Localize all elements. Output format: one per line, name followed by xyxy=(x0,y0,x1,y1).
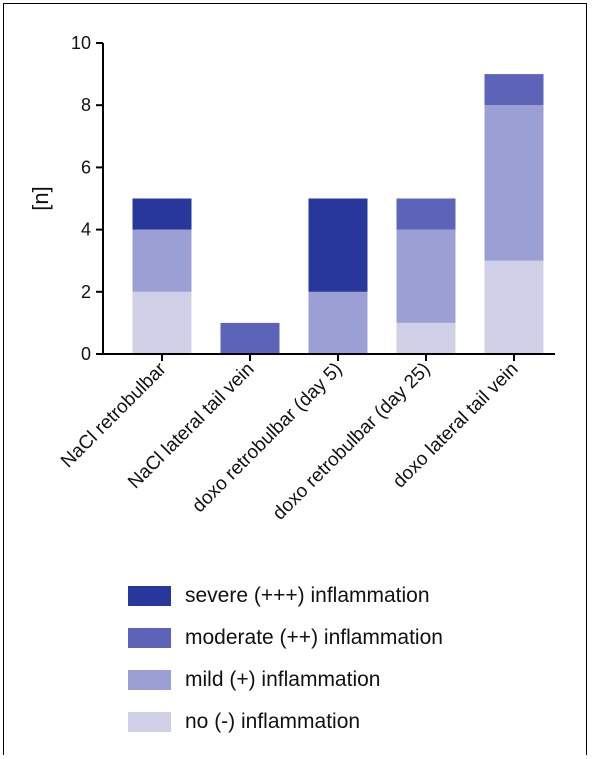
y-tick-label: 10 xyxy=(71,33,91,53)
legend-label: mild (+) inflammation xyxy=(185,668,381,691)
y-tick-label: 8 xyxy=(81,95,91,115)
y-tick-label: 0 xyxy=(81,344,91,364)
bar-segment xyxy=(132,229,192,292)
legend-label: no (-) inflammation xyxy=(185,710,361,733)
legend-swatch xyxy=(128,712,171,732)
legend-item: no (-) inflammation xyxy=(128,704,443,740)
y-tick-label: 6 xyxy=(81,157,91,177)
legend-swatch xyxy=(128,586,171,606)
legend-item: severe (+++) inflammation xyxy=(128,578,443,614)
y-tick-label: 2 xyxy=(81,282,91,302)
legend-item: moderate (++) inflammation xyxy=(128,620,443,656)
bar-segment xyxy=(484,105,544,261)
bar-segment xyxy=(396,198,456,230)
legend-swatch xyxy=(128,628,171,648)
y-axis-label: [n] xyxy=(28,186,53,210)
x-category-label: doxo retrobulbar (day 25) xyxy=(269,359,435,525)
legend-label: moderate (++) inflammation xyxy=(185,626,443,649)
bar-segment xyxy=(484,260,544,354)
y-ticks-group: 0 2 4 6 8 10 xyxy=(71,33,103,364)
y-tick-label: 4 xyxy=(81,220,91,240)
bar-segment xyxy=(308,198,368,292)
bar-segment xyxy=(396,229,456,323)
legend-item: mild (+) inflammation xyxy=(128,662,443,698)
axes-group xyxy=(102,43,555,355)
legend-label: severe (+++) inflammation xyxy=(185,584,430,607)
x-category-label: doxo retrobulbar (day 5) xyxy=(188,359,346,517)
bar-segment xyxy=(308,291,368,354)
bars-group xyxy=(132,74,544,354)
bar-segment xyxy=(220,322,280,354)
bar-segment xyxy=(484,74,544,106)
bar-segment xyxy=(396,322,456,354)
legend-swatch xyxy=(128,670,171,690)
legend: severe (+++) inflammation moderate (++) i… xyxy=(128,578,443,746)
bar-segment xyxy=(132,198,192,230)
bar-segment xyxy=(132,291,192,354)
